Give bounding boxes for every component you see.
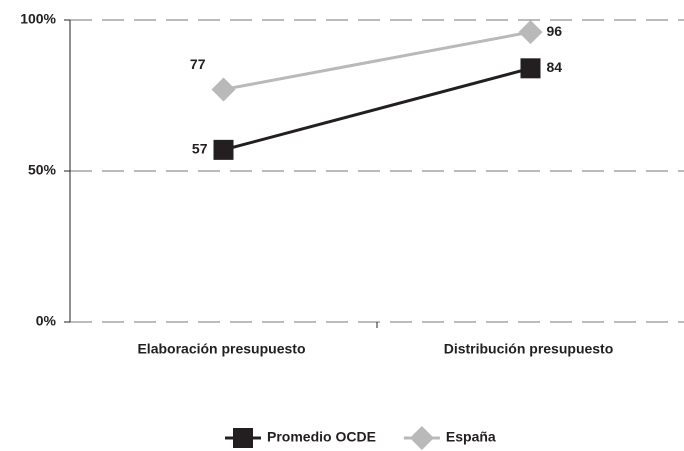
data-label: 96 <box>547 23 563 39</box>
series-line <box>223 66 531 152</box>
y-tick-label: 50% <box>28 162 57 178</box>
legend-marker <box>409 426 434 450</box>
y-tick-label: 100% <box>20 11 56 27</box>
series-line <box>223 30 531 91</box>
data-label: 77 <box>190 56 206 72</box>
marker <box>520 58 541 79</box>
marker <box>518 20 543 45</box>
x-tick-label: Distribución presupuesto <box>444 341 614 357</box>
marker <box>213 139 234 160</box>
legend-label: España <box>446 429 496 445</box>
marker <box>211 77 236 102</box>
data-label: 84 <box>547 59 563 75</box>
data-label: 57 <box>192 141 208 157</box>
legend-label: Promedio OCDE <box>267 429 376 445</box>
legend-marker <box>233 428 253 448</box>
x-tick-label: Elaboración presupuesto <box>137 341 305 357</box>
y-tick-label: 0% <box>36 313 57 329</box>
